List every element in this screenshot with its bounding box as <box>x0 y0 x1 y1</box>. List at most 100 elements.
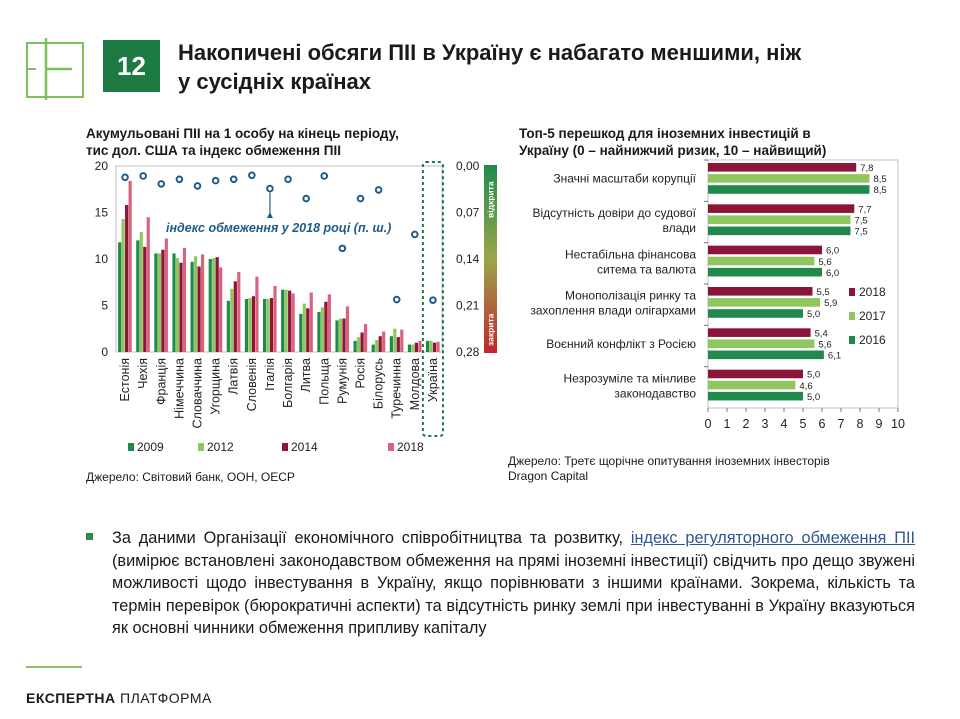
bar-2012 <box>194 256 198 352</box>
x-category-label: Словенія <box>245 358 259 411</box>
fdi-restrictiveness-index-link[interactable]: індекс регуляторного обмеження ПІІ <box>630 529 915 547</box>
x-category-label: Чехія <box>136 358 150 389</box>
index-annotation: індекс обмеження у 2018 році (п. ш.) <box>166 221 391 235</box>
bar-2012 <box>375 339 379 352</box>
index-point <box>175 175 184 184</box>
index-point <box>392 295 401 304</box>
bar-2012 <box>357 337 361 352</box>
x-category-label: Угорщина <box>209 358 223 415</box>
x-category-label: Румунія <box>335 358 349 404</box>
bar-2014 <box>215 257 219 352</box>
legend-label-2018: 2018 <box>859 285 886 299</box>
bar-2014 <box>179 262 183 352</box>
x-tick-label: 7 <box>838 417 845 431</box>
plot-area <box>707 159 899 409</box>
plot-area <box>115 165 443 353</box>
bar-2009 <box>118 242 122 352</box>
data-label-2016: 7,5 <box>855 227 868 238</box>
bar-2009 <box>335 320 339 352</box>
slide-title-line2: у сусідніх країнах <box>178 69 371 94</box>
bar-2012 <box>320 307 324 352</box>
slide-title: Накопичені обсяги ПІІ в Україну є набага… <box>178 38 898 96</box>
data-label-2017: 8,5 <box>874 174 887 185</box>
bar-2016 <box>708 185 870 194</box>
bar-2009 <box>262 298 267 352</box>
legend-swatch-2018 <box>849 288 855 296</box>
annotation-arrow-head <box>266 212 273 218</box>
slide-title-line1: Накопичені обсяги ПІІ в Україну є набага… <box>178 40 802 65</box>
y-tick-label: 5 <box>101 299 108 313</box>
data-label-2017: 5,6 <box>818 257 831 268</box>
bar-2014 <box>396 337 400 352</box>
bar-2009 <box>208 259 212 352</box>
investment-obstacles-chart: 0 1 2 3 4 5 6 7 8 9 10 7,88,58,5 Значні масштаби кор… <box>530 159 905 431</box>
index-point <box>302 194 310 203</box>
x-tick-label: 1 <box>724 417 731 431</box>
bar-2017 <box>708 298 821 307</box>
legend-label-2016: 2016 <box>859 333 886 347</box>
bar-2009 <box>172 253 176 352</box>
data-label-2016: 6,1 <box>828 351 841 362</box>
bar-2009 <box>226 300 230 352</box>
index-point <box>266 184 274 193</box>
bar-2012 <box>139 232 143 352</box>
index-point <box>284 175 292 184</box>
index-point <box>139 172 147 180</box>
bar-2009 <box>136 240 140 352</box>
bar-2018 <box>382 331 386 352</box>
bar-2012 <box>284 289 288 352</box>
bar-2018 <box>273 285 277 352</box>
bar-2018 <box>400 329 404 352</box>
data-label-2017: 4,6 <box>799 381 812 392</box>
bullet-text-before: За даними Організації економічного співр… <box>112 529 631 547</box>
data-label-2018: 5,4 <box>815 328 828 339</box>
legend-swatch-2014 <box>282 443 288 451</box>
x-category-label: Болгарія <box>281 358 295 408</box>
bar-2018 <box>182 247 187 352</box>
bar-2018 <box>708 369 803 379</box>
x-category-label: Польща <box>317 358 331 405</box>
x-category-label: Молдова <box>408 358 422 410</box>
legend-swatch-2017 <box>849 312 855 320</box>
bar-2012 <box>248 298 252 352</box>
bar-2018 <box>255 276 259 352</box>
bar-2018 <box>418 340 422 352</box>
index-point <box>248 171 256 180</box>
bar-2009 <box>190 261 194 352</box>
y2-tick-label: 0,00 <box>456 159 480 173</box>
index-point <box>338 244 347 253</box>
y-tick-label: 15 <box>95 206 109 220</box>
index-point <box>411 230 419 239</box>
bar-2014 <box>125 205 129 352</box>
index-point <box>193 182 202 190</box>
bullet-text-after: (вимірює встановлені законодавством обме… <box>112 551 915 638</box>
data-label-2018: 5,0 <box>807 370 820 381</box>
bar-2014 <box>342 318 346 352</box>
right-chart-title-line2: Україну (0 – найнижчий ризик, 10 – найви… <box>519 143 827 158</box>
x-tick-label: 3 <box>762 417 769 431</box>
scale-closed-label: закрита <box>486 313 496 346</box>
category-label: Воєнний конфлікт з Росією <box>546 337 696 351</box>
category-label: Відсутність довіри до судової <box>532 206 696 220</box>
left-chart-title-line1: Акумульовані ПІІ на 1 особу на кінець пе… <box>86 126 399 141</box>
bar-2018 <box>436 341 440 352</box>
bar-2014 <box>432 342 437 352</box>
bar-2018 <box>291 293 295 352</box>
bar-2017 <box>708 339 815 349</box>
bar-2014 <box>414 342 419 352</box>
x-category-label: Франція <box>154 358 168 405</box>
left-source: Джерело: Світовий банк, ООН, OECP <box>86 470 295 484</box>
bar-2018 <box>146 217 150 352</box>
x-tick-label: 8 <box>857 417 864 431</box>
y2-tick-label: 0,21 <box>456 299 480 313</box>
bar-2009 <box>407 344 412 352</box>
legend-label-2018: 2018 <box>397 440 424 454</box>
bar-2016 <box>708 267 822 277</box>
bar-2017 <box>708 380 796 390</box>
bullet-marker <box>86 533 93 540</box>
legend-label-2014: 2014 <box>291 440 318 454</box>
category-label: Значні масштаби корупції <box>553 172 696 186</box>
category-label: законодавство <box>614 386 696 400</box>
bar-2014 <box>143 246 147 352</box>
scale-open-label: відкрита <box>486 181 496 218</box>
